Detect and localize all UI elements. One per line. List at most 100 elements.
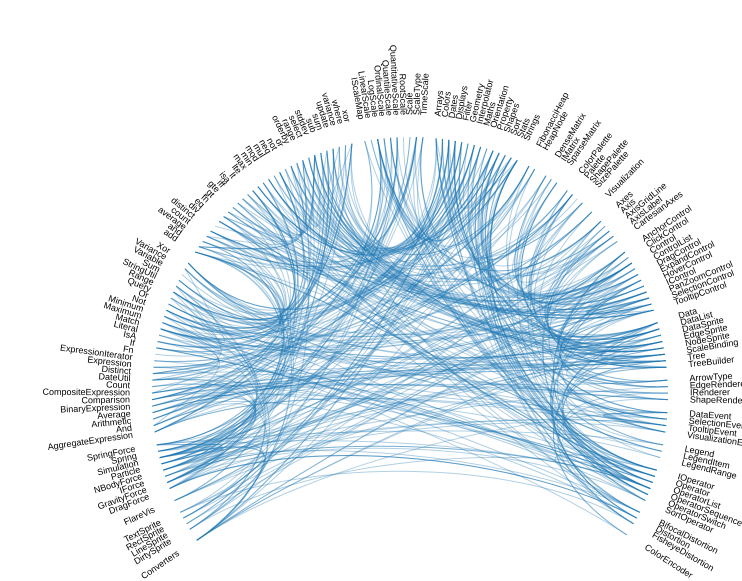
link [157,148,334,348]
node-label: LogScale [366,79,381,117]
link [151,328,220,394]
link [308,157,629,298]
node-label: Or [137,288,150,301]
link [435,138,636,298]
link [383,138,494,241]
link [447,139,536,249]
link [481,152,661,459]
link [314,138,437,250]
link [458,142,668,388]
link [160,328,640,513]
link [170,268,225,343]
link [174,251,286,502]
link [152,165,530,375]
link [166,309,660,359]
link [557,257,668,383]
link [160,140,456,339]
link [152,328,660,407]
node-label: If [129,337,136,348]
link [556,251,666,433]
link [151,360,666,401]
link [183,160,518,519]
link [156,190,296,446]
link [470,146,634,525]
link [453,140,664,352]
link [153,138,387,427]
link [157,194,573,349]
link [151,392,651,490]
link [396,136,417,202]
link [542,225,649,496]
link [152,360,666,381]
link [174,165,311,502]
link [279,172,655,477]
link [561,437,661,477]
link [161,216,289,465]
link [480,152,642,303]
link [186,145,475,525]
link [557,398,668,525]
link [559,279,668,394]
link [420,137,667,420]
link [377,138,602,272]
link [389,137,578,259]
link [159,448,224,483]
link [308,152,500,252]
link [160,251,626,348]
link [565,366,667,446]
link [556,303,655,477]
link [152,353,665,414]
link [153,403,257,483]
link [151,382,668,401]
link [603,412,668,427]
link [151,155,321,401]
node-label: ArrowType [689,371,733,383]
link [435,138,614,277]
link [480,152,629,295]
link [320,152,652,316]
link [164,145,347,334]
link [210,137,418,264]
link [538,211,665,358]
link [474,148,651,490]
link [350,143,530,255]
link [153,145,475,368]
link [167,157,512,483]
link [195,251,662,452]
link [159,139,443,459]
link [517,178,651,490]
link [187,262,667,427]
link [189,220,602,530]
link [514,175,647,311]
link [158,446,224,471]
link [187,146,340,314]
link [152,393,662,452]
link [158,291,647,351]
node-label: eq [193,196,207,210]
link [152,139,450,414]
link [152,211,593,420]
link [448,139,633,296]
node-label: Distinct [101,364,132,376]
link [206,235,665,357]
link [320,152,660,341]
link [463,143,645,305]
link [160,279,642,349]
link [183,138,382,519]
link [158,334,628,536]
link [158,145,475,452]
link [546,230,667,368]
link [196,146,482,541]
link [478,150,657,471]
link [268,178,664,353]
link [156,220,287,353]
link [152,378,655,477]
link [159,235,614,459]
link [585,291,650,313]
link [154,148,334,433]
link [152,383,256,471]
link [151,137,418,401]
link [206,235,647,312]
link [178,172,305,320]
link [169,422,666,490]
